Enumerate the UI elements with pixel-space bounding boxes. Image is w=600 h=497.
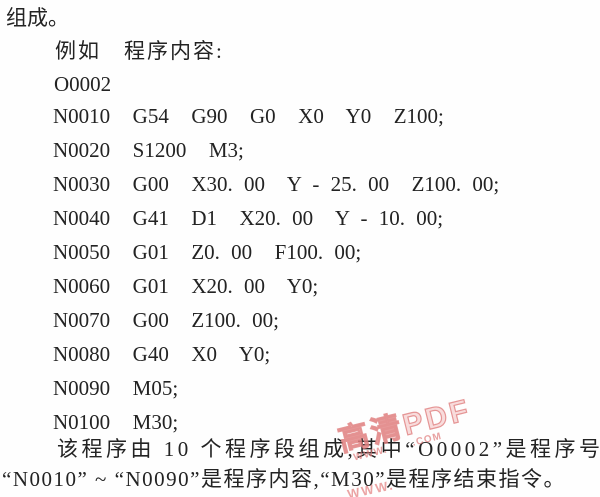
program-line-n0030: N0030 G00 X30. 00 Y - 25. 00 Z100. 00; bbox=[53, 172, 500, 196]
program-line-n0070: N0070 G00 Z100. 00; bbox=[53, 308, 279, 332]
program-line-n0050: N0050 G01 Z0. 00 F100. 00; bbox=[53, 240, 362, 264]
paragraph-intro: 组成。 bbox=[6, 6, 69, 30]
program-line-n0060: N0060 G01 X20. 00 Y0; bbox=[53, 274, 319, 298]
program-line-n0040: N0040 G41 D1 X20. 00 Y - 10. 00; bbox=[53, 206, 444, 230]
program-line-n0090: N0090 M05; bbox=[53, 376, 179, 400]
program-number: O0002 bbox=[54, 72, 112, 96]
example-heading: 例如 程序内容: bbox=[55, 39, 224, 63]
summary-paragraph-line1: 该程序由 10 个程序段组成,其中“O0002”是程序号, bbox=[57, 437, 600, 461]
program-line-n0080: N0080 G40 X0 Y0; bbox=[53, 342, 271, 366]
program-line-n0020: N0020 S1200 M3; bbox=[53, 138, 244, 162]
program-line-n0100: N0100 M30; bbox=[53, 410, 179, 434]
summary-paragraph-line2: “N0010” ~ “N0090”是程序内容,“M30”是程序结束指令。 bbox=[2, 467, 567, 491]
program-line-n0010: N0010 G54 G90 G0 X0 Y0 Z100; bbox=[53, 104, 444, 128]
